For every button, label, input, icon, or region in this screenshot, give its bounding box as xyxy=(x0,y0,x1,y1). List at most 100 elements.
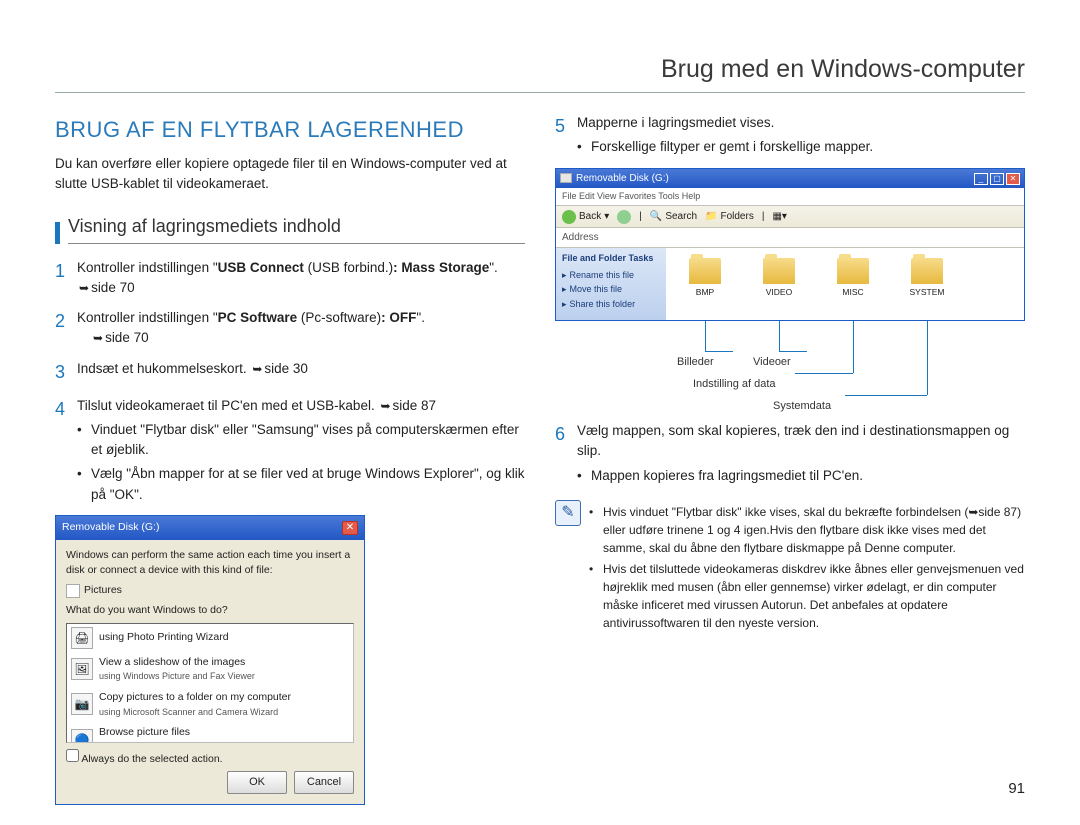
folder-item[interactable]: BMP xyxy=(680,258,730,299)
list-item-label: Browse picture files xyxy=(99,725,190,741)
bullet-icon: • xyxy=(589,560,603,632)
browse-icon: 🔵 xyxy=(71,729,93,743)
search-label: Search xyxy=(665,209,697,224)
wizard-icon: 🖨 xyxy=(71,627,93,649)
step-1: 1 Kontroller indstillingen "USB Connect … xyxy=(55,258,525,299)
step-number: 4 xyxy=(55,396,77,505)
toolbar[interactable]: Back ▾ | 🔍Search 📁Folders | ▦▾ xyxy=(556,206,1024,228)
folder-icon xyxy=(911,258,943,284)
page-ref: side 87 xyxy=(378,398,436,413)
list-item-label: Copy pictures to a folder on my computer xyxy=(99,690,291,706)
bullet-text: Mappen kopieres fra lagringsmediet til P… xyxy=(591,466,1025,486)
note-text: Hvis det tilsluttede videokameras diskdr… xyxy=(603,560,1025,632)
menu-bar[interactable]: File Edit View Favorites Tools Help xyxy=(556,188,1024,207)
search-icon[interactable]: 🔍 xyxy=(650,209,662,224)
side-item[interactable]: ▸ Move this file xyxy=(562,283,660,297)
step-2: 2 Kontroller indstillingen "PC Software … xyxy=(55,308,525,349)
step-text: Kontroller indstillingen " xyxy=(77,310,218,325)
folder-label: VIDEO xyxy=(754,286,804,299)
folder-item[interactable]: VIDEO xyxy=(754,258,804,299)
step-text: ". xyxy=(416,310,425,325)
page-number: 91 xyxy=(1008,780,1025,797)
step-bold: : OFF xyxy=(381,310,416,325)
step-number: 1 xyxy=(55,258,77,299)
folder-icon xyxy=(689,258,721,284)
dialog-prompt: What do you want Windows to do? xyxy=(66,603,354,619)
bullet-icon: • xyxy=(77,420,91,461)
action-list[interactable]: 🖨 using Photo Printing Wizard 🖼 View a sli… xyxy=(66,623,354,743)
step-bold: USB Connect xyxy=(218,260,304,275)
bullet-icon: • xyxy=(77,464,91,505)
close-icon[interactable]: ✕ xyxy=(342,521,358,535)
step-text: Tilslut videokameraet til PC'en med et U… xyxy=(77,398,378,413)
folder-icon xyxy=(763,258,795,284)
side-item[interactable]: ▸ Share this folder xyxy=(562,298,660,312)
bullet-icon: • xyxy=(577,137,591,157)
section-title: BRUG AF EN FLYTBAR LAGERENHED xyxy=(55,113,525,146)
section-intro: Du kan overføre eller kopiere optagede f… xyxy=(55,154,525,195)
sub-title: Visning af lagringsmediets indhold xyxy=(68,213,525,244)
window-title: Removable Disk (G:) xyxy=(576,171,669,186)
picture-icon xyxy=(66,584,80,598)
step-text: (Pc-software) xyxy=(297,310,381,325)
folder-item[interactable]: SYSTEM xyxy=(902,258,952,299)
step-3: 3 Indsæt et hukommelseskort. side 30 xyxy=(55,359,525,386)
minimize-icon[interactable]: _ xyxy=(974,173,988,185)
note-box: ✎ •Hvis vinduet "Flytbar disk" ikke vise… xyxy=(555,500,1025,632)
step-text: (USB forbind.) xyxy=(304,260,393,275)
step-6: 6 Vælg mappen, som skal kopieres, træk d… xyxy=(555,421,1025,486)
views-icon[interactable]: ▦▾ xyxy=(772,209,786,224)
bullet-text: Forskellige filtyper er gemt i forskelli… xyxy=(591,137,1025,157)
side-item[interactable]: ▸ Rename this file xyxy=(562,269,660,283)
slideshow-icon: 🖼 xyxy=(71,658,93,680)
maximize-icon[interactable]: ▢ xyxy=(990,173,1004,185)
window-buttons[interactable]: _▢✕ xyxy=(972,171,1020,186)
forward-icon[interactable] xyxy=(617,210,631,224)
list-item-label: using Photo Printing Wizard xyxy=(99,630,229,646)
page-ref: side 70 xyxy=(77,280,135,295)
page-ref: side 30 xyxy=(250,361,308,376)
folder-label: MISC xyxy=(828,286,878,299)
back-icon[interactable] xyxy=(562,210,576,224)
checkbox-label: Always do the selected action. xyxy=(81,753,222,765)
side-panel: File and Folder Tasks ▸ Rename this file… xyxy=(556,248,666,320)
annot-billeder: Billeder xyxy=(677,354,714,371)
dialog-title: Removable Disk (G:) xyxy=(62,520,159,536)
folder-pane[interactable]: BMP VIDEO MISC SYSTEM xyxy=(666,248,1024,320)
folder-icon xyxy=(837,258,869,284)
bullet-icon: • xyxy=(577,466,591,486)
dialog-line: Windows can perform the same action each… xyxy=(66,548,354,580)
always-checkbox[interactable] xyxy=(66,749,79,762)
step-text: Kontroller indstillingen " xyxy=(77,260,218,275)
step-number: 2 xyxy=(55,308,77,349)
copy-icon: 📷 xyxy=(71,693,93,715)
annot-data: Indstilling af data xyxy=(693,376,776,393)
list-item-sub: using MediaShow xyxy=(99,741,190,743)
folder-annotations: Billeder Videoer Indstilling af data Sys… xyxy=(675,321,1025,421)
folder-item[interactable]: MISC xyxy=(828,258,878,299)
step-number: 3 xyxy=(55,359,77,386)
explorer-window: Removable Disk (G:) _▢✕ File Edit View F… xyxy=(555,168,1025,322)
cancel-button[interactable]: Cancel xyxy=(294,771,354,794)
list-item-label: View a slideshow of the images xyxy=(99,655,255,671)
close-icon[interactable]: ✕ xyxy=(1006,173,1020,185)
step-text: ". xyxy=(489,260,498,275)
ok-button[interactable]: OK xyxy=(227,771,287,794)
sub-title-bar xyxy=(55,222,60,244)
address-bar[interactable]: Address xyxy=(556,228,1024,248)
note-icon: ✎ xyxy=(555,500,581,526)
annot-system: Systemdata xyxy=(773,398,831,415)
step-4: 4 Tilslut videokameraet til PC'en med et… xyxy=(55,396,525,505)
step-bold: PC Software xyxy=(218,310,298,325)
right-column: 5 Mapperne i lagringsmediet vises. •Fors… xyxy=(555,113,1025,805)
side-panel-title: File and Folder Tasks xyxy=(562,252,660,266)
bullet-text: Vinduet "Flytbar disk" eller "Samsung" v… xyxy=(91,420,525,461)
note-text: Hvis vinduet "Flytbar disk" ikke vises, … xyxy=(603,503,1025,557)
list-item-sub: using Windows Picture and Fax Viewer xyxy=(99,670,255,684)
step-text: Mapperne i lagringsmediet vises. xyxy=(577,113,1025,133)
folders-icon[interactable]: 📁 xyxy=(705,209,717,224)
step-bold: : Mass Storage xyxy=(393,260,489,275)
step-text: Vælg mappen, som skal kopieres, træk den… xyxy=(577,421,1025,462)
drive-icon xyxy=(560,173,572,183)
folder-label: BMP xyxy=(680,286,730,299)
